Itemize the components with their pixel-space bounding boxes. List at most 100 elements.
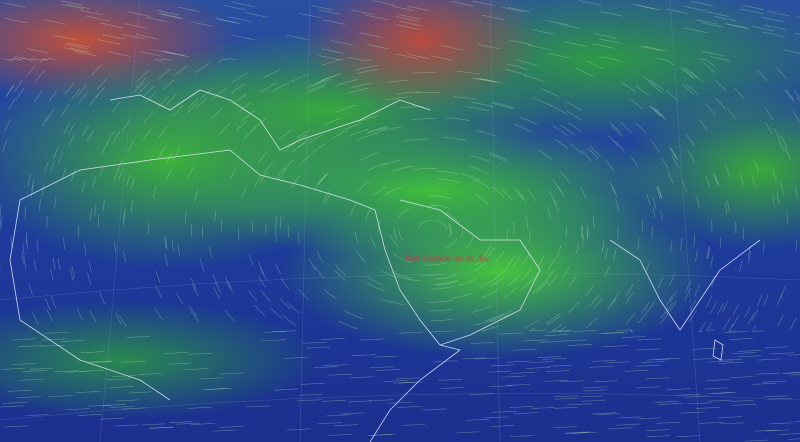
wind-streak: [669, 300, 677, 313]
wind-streak: [317, 9, 340, 15]
wind-streak: [724, 23, 747, 29]
wind-streak: [636, 417, 661, 420]
wind-streak: [312, 79, 332, 87]
wind-streak: [512, 254, 522, 267]
wind-streak: [635, 122, 647, 134]
wind-streak: [210, 107, 223, 120]
wind-streak: [729, 400, 754, 402]
wind-streak: [655, 357, 680, 360]
wind-streak: [360, 152, 379, 161]
wind-streak: [732, 352, 757, 354]
wind-streak: [709, 56, 731, 63]
wind-streak: [587, 227, 589, 240]
wind-streak: [28, 283, 33, 296]
wind-streak: [595, 413, 620, 415]
wind-streak: [554, 395, 579, 398]
wind-streak: [164, 236, 167, 249]
wind-streak: [621, 81, 636, 92]
wind-streak: [225, 280, 234, 293]
wind-streak: [762, 294, 769, 307]
wind-streak: [465, 418, 490, 421]
wind-streak: [166, 52, 190, 58]
wind-streak: [648, 81, 662, 93]
wind-streak: [351, 9, 374, 15]
wind-streak: [591, 412, 616, 415]
wind-streak: [546, 206, 552, 219]
wind-streak: [391, 5, 414, 12]
wind-streak: [600, 56, 623, 63]
wind-streak: [242, 184, 248, 197]
wind-streak: [41, 114, 49, 127]
wind-streak: [645, 377, 670, 380]
wind-streak: [143, 111, 154, 123]
wind-streak: [110, 406, 135, 408]
wind-streak: [624, 369, 649, 372]
wind-streak: [494, 267, 508, 279]
wind-streak: [706, 379, 731, 381]
wind-streak: [646, 429, 671, 431]
wind-streak: [513, 123, 533, 133]
wind-streak: [367, 127, 389, 134]
wind-streak: [10, 235, 12, 248]
wind-streak: [275, 230, 277, 243]
wind-streak: [2, 402, 27, 404]
wind-streak: [207, 388, 232, 390]
wind-streak: [19, 378, 44, 381]
wind-streak: [466, 106, 490, 112]
wind-streak: [560, 171, 570, 183]
wind-streak: [652, 206, 656, 219]
wind-streak: [475, 357, 500, 360]
wind-streak: [790, 374, 800, 376]
wind-streak: [218, 18, 241, 25]
wind-streak: [487, 370, 512, 373]
wind-streak: [719, 361, 744, 364]
wind-streak: [232, 34, 256, 41]
wind-streak: [64, 83, 74, 95]
wind-streak: [684, 288, 691, 301]
wind-streak: [553, 406, 578, 409]
wind-streak: [776, 67, 787, 79]
wind-streak: [308, 83, 328, 92]
wind-streak: [695, 407, 720, 409]
wind-streak: [772, 194, 775, 207]
wind-streak: [274, 388, 299, 391]
wind-streak: [398, 14, 421, 20]
wind-streak: [707, 392, 732, 394]
wind-streak: [322, 190, 331, 203]
wind-streak: [553, 199, 559, 212]
wind-streak: [717, 303, 724, 316]
wind-streak: [568, 274, 578, 287]
wind-streak: [136, 70, 149, 82]
wind-streak: [350, 203, 357, 216]
wind-streak: [24, 206, 27, 219]
wind-streak: [260, 268, 268, 281]
wind-streak: [232, 94, 247, 105]
wind-streak: [575, 68, 594, 77]
wind-streak: [537, 255, 545, 268]
wind-streak: [666, 388, 691, 391]
wind-streak: [324, 193, 332, 205]
wind-streak: [109, 386, 134, 388]
wind-streak: [272, 82, 290, 92]
wind-streak: [187, 406, 212, 409]
wind-streak: [418, 219, 433, 229]
wind-streak: [626, 283, 634, 296]
wind-streak: [321, 338, 346, 340]
wind-streak: [715, 80, 727, 92]
wind-streak: [280, 277, 290, 290]
wind-streak: [297, 230, 300, 243]
wind-streak: [604, 247, 609, 260]
wind-streak: [305, 80, 325, 89]
wind-streak: [751, 175, 756, 188]
wind-streak: [64, 47, 87, 53]
wind-streak: [761, 16, 784, 22]
wind-streak: [729, 376, 754, 378]
wind-streak: [708, 399, 733, 402]
wind-streak: [79, 369, 104, 372]
wind-streak: [442, 137, 466, 141]
wind-streak: [60, 340, 85, 342]
wind-streak: [564, 432, 589, 434]
wind-streak: [220, 372, 245, 375]
